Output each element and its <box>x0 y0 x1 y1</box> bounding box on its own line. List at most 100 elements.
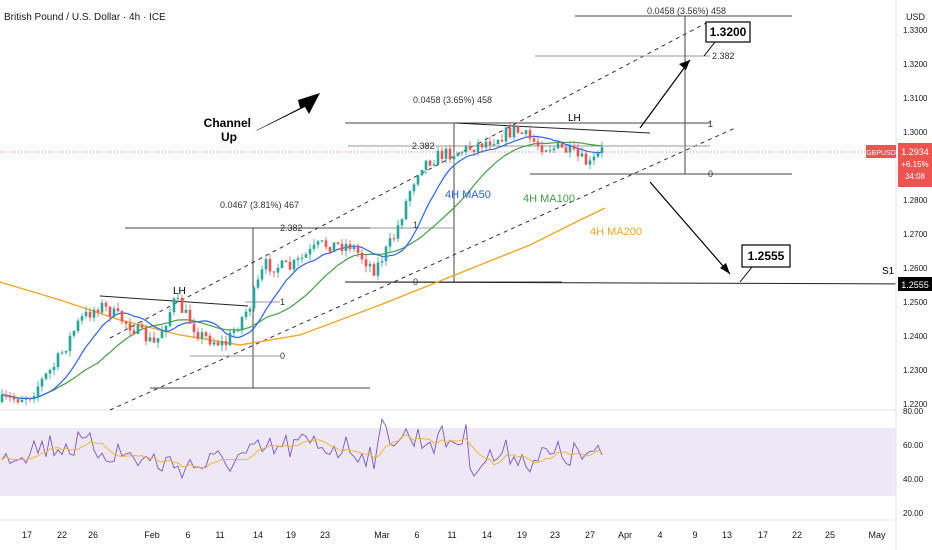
candle-body <box>144 327 148 342</box>
time-tick: 11 <box>447 530 456 540</box>
rsi-tick: 40.00 <box>903 475 924 484</box>
candle-body <box>500 139 504 142</box>
candle-body <box>28 398 32 400</box>
candle-body <box>600 147 604 153</box>
candle-body <box>40 378 44 387</box>
fib-3-top-label: 0.0467 (3.81%) 467 <box>220 200 299 210</box>
candle-body <box>92 309 96 318</box>
candle-body <box>44 373 48 379</box>
rsi-path <box>1 417 603 480</box>
time-tick: 19 <box>517 530 527 540</box>
candle-body <box>484 141 488 148</box>
candle-body <box>544 150 548 152</box>
candle-body <box>324 240 328 248</box>
target-down-callout: 1.2555 <box>739 244 791 283</box>
ma200-path <box>0 207 606 346</box>
candle-body <box>592 156 596 161</box>
candle-body <box>84 311 88 317</box>
currency-label: USD <box>906 12 926 22</box>
channel-arrow <box>255 93 320 131</box>
candle-body <box>168 312 172 326</box>
candle-body <box>112 308 116 317</box>
candle-body <box>424 160 428 170</box>
channel-label: Channel Up <box>204 116 255 144</box>
candle-body <box>220 341 224 346</box>
candle-body <box>164 325 168 332</box>
fib-zero-label-c: 0 <box>280 351 285 361</box>
candle-body <box>508 127 512 138</box>
candle-body <box>16 399 20 403</box>
fib-1-ext-label: 2.382 <box>712 51 735 61</box>
candle-body <box>156 338 160 343</box>
candle-body <box>0 394 4 402</box>
rsi-ma-path <box>1 434 603 469</box>
candle-body <box>376 262 380 276</box>
candle-body <box>472 149 476 153</box>
time-tick: 14 <box>253 530 263 540</box>
candle-body <box>532 138 536 142</box>
candle-body <box>304 254 308 258</box>
ma50-label: 4H MA50 <box>445 189 491 201</box>
arrow-down-head <box>720 263 730 274</box>
candle-body <box>72 331 76 336</box>
candle-body <box>580 153 584 157</box>
price-tick: 1.3300 <box>903 26 928 35</box>
fib-one-label-c: 1 <box>280 297 285 307</box>
time-tick: 22 <box>57 530 67 540</box>
candle-body <box>196 331 200 339</box>
candle-body <box>468 146 472 150</box>
lh-label-b: LH <box>173 286 186 297</box>
candle-body <box>536 141 540 146</box>
candle-body <box>504 127 508 142</box>
candle-body <box>120 311 124 322</box>
candle-body <box>516 126 520 133</box>
time-tick: 6 <box>185 530 190 540</box>
candle-body <box>320 240 324 242</box>
symbol-label: GBPUSD <box>866 150 896 157</box>
rsi-ticks: 80.00 60.00 40.00 20.00 <box>903 407 924 518</box>
time-tick: Feb <box>144 530 160 540</box>
candle-body <box>392 238 396 240</box>
candle-body <box>440 150 444 159</box>
price-tick: 1.2500 <box>903 298 928 307</box>
candle-body <box>428 160 432 166</box>
time-tick: 26 <box>88 530 98 540</box>
ma200-line <box>0 207 606 346</box>
target-up-callout: 1.3200 <box>703 21 751 57</box>
ma50-line <box>1 135 603 400</box>
fib-zero-label-b: 0 <box>413 277 418 287</box>
candle-body <box>568 146 572 153</box>
fib-1-top-label: 0.0458 (3.56%) 458 <box>647 6 726 16</box>
candle-body <box>8 396 12 398</box>
price-tick: 1.3100 <box>903 94 928 103</box>
candle-body <box>384 246 388 262</box>
time-tick: Mar <box>374 530 390 540</box>
price-axis[interactable] <box>896 0 932 550</box>
candle-body <box>152 337 156 343</box>
countdown-label: 34:08 <box>905 172 926 181</box>
candle-body <box>460 152 464 154</box>
candle-body <box>176 297 180 299</box>
time-ticks[interactable]: 17 22 26 Feb 6 11 14 19 23 Mar 6 11 14 19 23 27 Apr 4 9 13 1… <box>22 530 886 540</box>
candle-body <box>212 342 216 345</box>
ma50-path <box>1 135 603 400</box>
candle-body <box>88 311 92 318</box>
candle-body <box>404 201 408 220</box>
fib-one-label-a: 1 <box>708 119 713 129</box>
candle-body <box>124 321 128 324</box>
price-tick: 1.2400 <box>903 332 928 341</box>
candle-body <box>456 152 460 157</box>
s1-badge: 1.2555 <box>898 277 932 291</box>
candle-body <box>416 175 420 185</box>
candle-body <box>100 302 104 313</box>
candle-body <box>80 316 84 321</box>
candle-body <box>552 148 556 151</box>
time-tick: 19 <box>286 530 296 540</box>
fib-one-label-b: 1 <box>413 220 418 230</box>
ma100-label: 4H MA100 <box>523 193 575 205</box>
rsi-tick: 80.00 <box>903 407 924 416</box>
candle-body <box>448 148 452 160</box>
candle-body <box>344 244 348 251</box>
candle-body <box>96 309 100 313</box>
